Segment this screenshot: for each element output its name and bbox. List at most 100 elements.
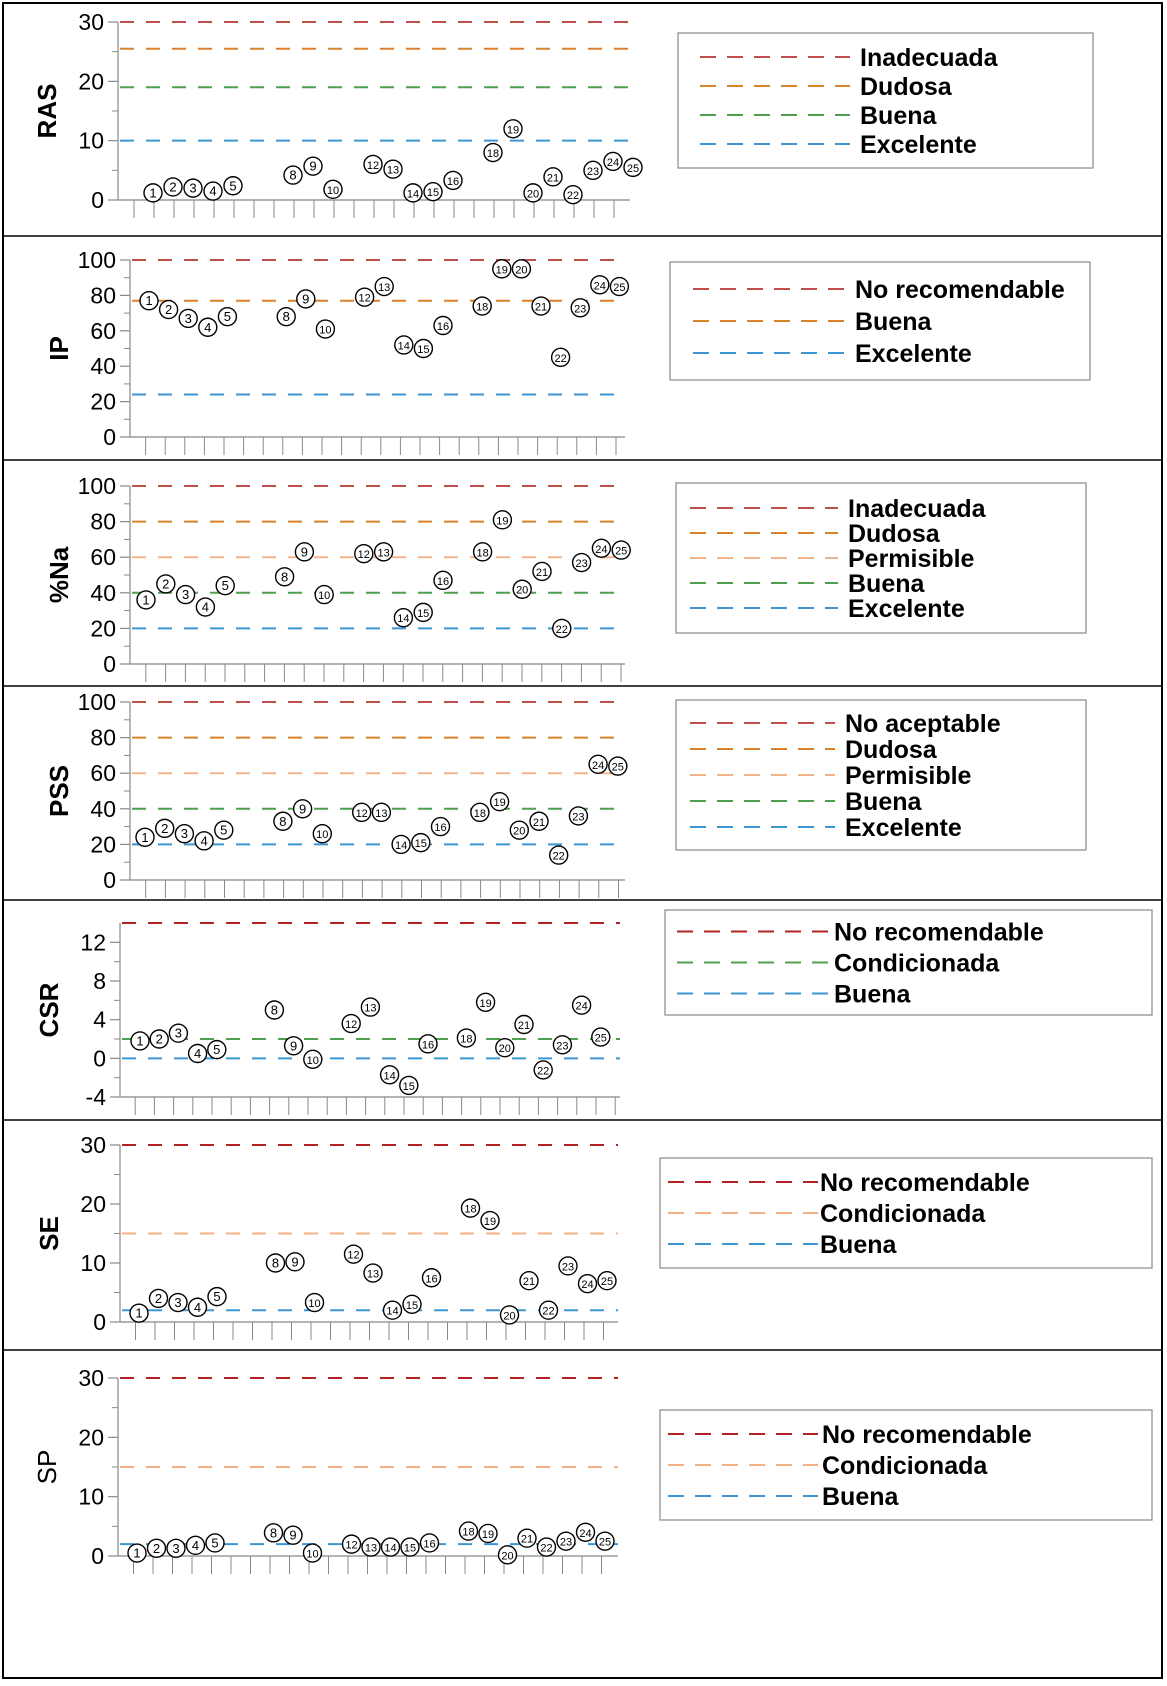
data-point: 10 <box>323 179 343 200</box>
data-point-label: 19 <box>482 1529 494 1541</box>
data-point-label: 5 <box>213 1042 220 1057</box>
y-tick-label: -4 <box>86 1084 107 1110</box>
y-tick-label: 0 <box>93 1309 106 1335</box>
data-point: 20 <box>499 1305 520 1325</box>
data-point-label: 1 <box>142 592 149 607</box>
data-point-marker <box>303 1049 323 1070</box>
data-point: 8 <box>263 1523 284 1543</box>
data-point-label: 15 <box>427 187 439 199</box>
data-point-marker <box>371 802 392 823</box>
data-point-label: 13 <box>378 282 390 294</box>
data-point: 12 <box>354 287 375 307</box>
data-point-label: 24 <box>579 1528 591 1540</box>
data-point: 10 <box>302 1543 323 1563</box>
y-tick-label: 30 <box>80 1132 106 1158</box>
data-point-marker <box>315 319 336 339</box>
y-tick-label: 40 <box>90 796 116 822</box>
y-tick-label: 20 <box>90 389 116 415</box>
data-point-label: 19 <box>479 998 491 1010</box>
data-point-label: 16 <box>437 321 449 333</box>
data-point-label: 20 <box>516 585 528 597</box>
data-point-marker <box>519 1270 539 1291</box>
data-point: 2 <box>148 1288 169 1309</box>
data-point: 10 <box>315 319 336 339</box>
y-axis-title: %Na <box>44 546 74 603</box>
data-point-marker <box>354 543 374 564</box>
legend-item: No recomendable <box>668 1421 1032 1449</box>
data-point: 8 <box>273 811 293 831</box>
data-point-label: 12 <box>345 1540 357 1552</box>
data-point-marker <box>611 540 631 560</box>
data-point-label: 23 <box>556 1040 568 1052</box>
data-point: 23 <box>568 806 589 826</box>
data-point: 18 <box>458 1521 479 1541</box>
data-point-label: 8 <box>289 168 296 183</box>
legend: No recomendable Condicionada Buena <box>659 1157 1153 1269</box>
data-point: 2 <box>154 818 175 839</box>
legend-item: Excelente <box>690 595 965 623</box>
data-point: 15 <box>399 1075 419 1096</box>
data-point-marker <box>163 177 183 197</box>
data-point: 19 <box>489 791 510 812</box>
data-point-label: 19 <box>507 124 519 136</box>
data-point-label: 3 <box>172 1541 179 1556</box>
data-point-marker <box>514 1014 534 1035</box>
y-tick-label: 30 <box>78 1365 104 1391</box>
y-tick-label: 20 <box>80 1191 106 1217</box>
data-point: 14 <box>393 608 414 628</box>
data-point-label: 12 <box>347 1250 359 1262</box>
data-point: 14 <box>394 335 414 355</box>
legend-label: Buena <box>834 981 912 1009</box>
data-point-label: 2 <box>153 1541 160 1556</box>
data-point: 4 <box>198 317 218 337</box>
data-point-marker <box>400 1537 420 1557</box>
data-point-marker <box>143 183 163 203</box>
data-point-marker <box>499 1305 520 1325</box>
data-point: 2 <box>158 299 179 320</box>
legend-item: Condicionada <box>668 1452 988 1480</box>
data-point: 4 <box>187 1043 208 1064</box>
data-point: 25 <box>623 157 643 178</box>
data-point-marker <box>341 1013 361 1034</box>
legend-item: No aceptable <box>690 710 1001 738</box>
data-point-label: 2 <box>165 302 172 317</box>
legend-item: No recomendable <box>677 919 1044 947</box>
data-point-marker <box>492 259 512 279</box>
data-point-label: 20 <box>499 1043 511 1055</box>
data-point: 20 <box>497 1545 518 1565</box>
data-point-marker <box>503 119 523 139</box>
y-tick-label: 60 <box>90 760 116 786</box>
y-tick-label: 12 <box>80 929 106 955</box>
data-point-label: 2 <box>161 821 168 836</box>
data-point: 21 <box>532 561 552 582</box>
data-point-label: 1 <box>135 1306 142 1321</box>
y-tick-label: 60 <box>90 544 116 570</box>
y-axis-title: PSS <box>44 765 74 817</box>
data-point-label: 16 <box>434 822 446 834</box>
data-point: 4 <box>185 1535 206 1556</box>
data-point: 12 <box>341 1534 362 1554</box>
legend-item: No recomendable <box>693 276 1065 304</box>
data-point-marker <box>603 151 623 172</box>
data-point: 19 <box>478 1523 498 1544</box>
data-point-marker <box>380 1537 401 1557</box>
data-point: 10 <box>312 824 332 844</box>
y-tick-label: 0 <box>91 1543 104 1569</box>
data-point-marker <box>419 1533 440 1553</box>
data-point-marker <box>532 561 552 582</box>
legend-item: Condicionada <box>668 1200 986 1228</box>
data-point-marker <box>549 845 569 865</box>
data-point-marker <box>623 157 643 178</box>
data-point-marker <box>203 181 223 201</box>
legend-item: Excelente <box>700 131 977 159</box>
data-point-label: 4 <box>194 1300 201 1315</box>
data-point-marker <box>215 575 235 596</box>
data-point-marker <box>207 1039 227 1060</box>
data-point-label: 24 <box>592 760 604 772</box>
data-point-marker <box>352 802 372 823</box>
